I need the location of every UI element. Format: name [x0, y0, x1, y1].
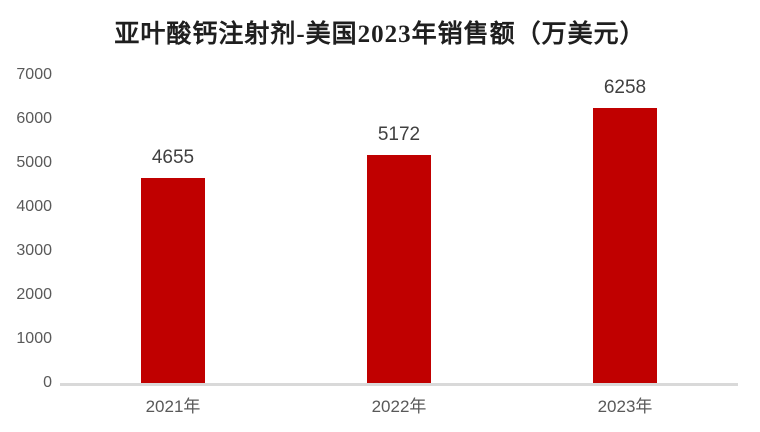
- y-tick-label: 3000: [16, 242, 52, 259]
- bar-value-label: 5172: [377, 124, 421, 146]
- x-category-label: 2022年: [371, 397, 427, 416]
- y-tick-label: 1000: [16, 330, 52, 347]
- y-tick-label: 6000: [16, 110, 52, 127]
- bar-value-label: 4655: [151, 147, 195, 169]
- bar: [367, 155, 431, 383]
- x-category-label: 2023年: [597, 397, 653, 416]
- bar-slot: 6258: [512, 75, 738, 383]
- y-tick-label: 2000: [16, 286, 52, 303]
- bar: [141, 178, 205, 383]
- y-tick-label: 4000: [16, 198, 52, 215]
- chart-title: 亚叶酸钙注射剂-美国2023年销售额（万美元）: [114, 21, 646, 48]
- y-tick-label: 5000: [16, 154, 52, 171]
- bar-slot: 5172: [286, 75, 512, 383]
- bar-slot: 4655: [60, 75, 286, 383]
- x-axis-category-labels: 2021年 2022年 2023年: [60, 397, 738, 421]
- bar-value-label: 6258: [603, 76, 647, 98]
- y-tick-label: 0: [43, 374, 52, 391]
- plot-area: 4655 5172 6258: [60, 75, 738, 386]
- bar: [593, 107, 657, 383]
- y-tick-label: 7000: [16, 66, 52, 83]
- x-category-label: 2021年: [145, 397, 201, 416]
- y-axis-tick-labels: 0 1000 2000 3000 4000 5000 6000 7000: [0, 67, 52, 391]
